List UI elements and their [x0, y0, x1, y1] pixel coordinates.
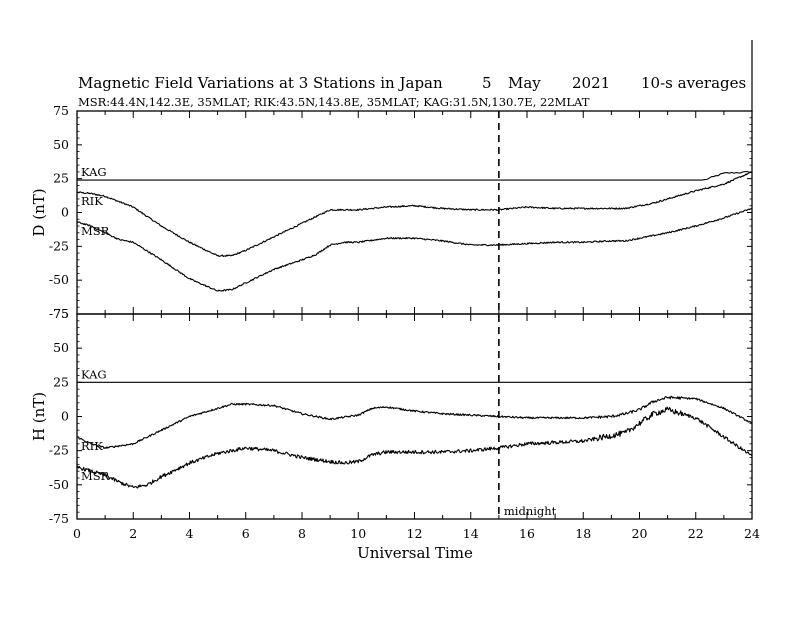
h-panel-series-label-rik: RIK: [81, 439, 103, 453]
d-panel-y-tick-label: 75: [53, 103, 69, 118]
d-panel-series-kag-line: [77, 171, 753, 181]
chart-title-resolution: 10-s averages: [641, 74, 746, 92]
x-tick-label: 8: [298, 526, 306, 541]
d-panel-y-tick-label: -25: [49, 238, 69, 253]
h-panel-series-msr-line: [76, 406, 753, 489]
x-tick-label: 24: [744, 526, 760, 541]
h-panel-series-rik-line: [76, 395, 753, 450]
d-panel-y-tick-label: 50: [53, 137, 69, 152]
chart-subtitle: MSR:44.4N,142.3E, 35MLAT; RIK:43.5N,143.…: [78, 95, 590, 109]
h-panel-y-tick-label: 25: [53, 374, 69, 389]
chart-title-year: 2021: [572, 74, 610, 92]
x-tick-label: 2: [129, 526, 137, 541]
chart-title-month: May: [508, 74, 541, 92]
d-panel-series-label-msr: MSR: [81, 224, 110, 238]
x-tick-label: 12: [407, 526, 423, 541]
d-panel-y-tick-label: -50: [49, 272, 69, 287]
midnight-label: midnight: [504, 504, 557, 518]
d-panel-y-axis-label: D (nT): [30, 188, 48, 236]
x-tick-label: 6: [242, 526, 250, 541]
h-panel-y-tick-label: 50: [53, 340, 69, 355]
h-panel-series-label-msr: MSR: [81, 469, 110, 483]
x-tick-label: 18: [575, 526, 591, 541]
d-panel-frame: [76, 110, 753, 315]
d-panel-series-label-kag: KAG: [81, 165, 107, 179]
h-panel-y-tick-label: -75: [49, 511, 69, 526]
x-tick-label: 10: [350, 526, 366, 541]
d-panel-series-label-rik: RIK: [81, 194, 103, 208]
x-tick-label: 4: [186, 526, 194, 541]
d-panel-y-tick-label: 0: [61, 205, 69, 220]
chart-title: Magnetic Field Variations at 3 Stations …: [78, 74, 443, 92]
d-panel-y-tick-label: 25: [53, 171, 69, 186]
chart-title-day: 5: [482, 74, 492, 92]
x-tick-label: 14: [463, 526, 479, 541]
d-panel-series-rik-line: [76, 171, 753, 258]
h-panel-y-axis-label: H (nT): [30, 392, 48, 441]
x-tick-label: 20: [632, 526, 648, 541]
x-tick-label: 16: [519, 526, 535, 541]
h-panel-y-tick-label: -25: [49, 443, 69, 458]
d-panel-series-msr-line: [76, 207, 753, 292]
h-panel-y-tick-label: 0: [61, 409, 69, 424]
h-panel-y-tick-label: 75: [53, 306, 69, 321]
x-axis-label: Universal Time: [357, 544, 473, 562]
h-panel-series-label-kag: KAG: [81, 367, 107, 381]
x-tick-label: 0: [73, 526, 81, 541]
h-panel-y-tick-label: -50: [49, 477, 69, 492]
x-tick-label: 22: [688, 526, 704, 541]
d-panel-y-tick-label: -75: [49, 306, 69, 321]
